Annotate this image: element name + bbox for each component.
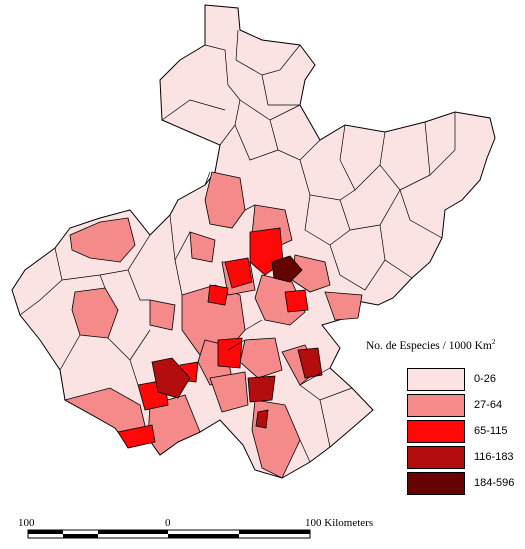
scale-label-right: 100 Kilometers: [305, 517, 374, 529]
legend-label: 65-115: [474, 425, 508, 437]
scale-label-middle: 0: [165, 517, 171, 529]
legend-item-27-64: 27-64: [407, 394, 502, 417]
municipal-boundaries: [19, 29, 456, 463]
legend-title-text: No. de Especies / 1000 Km: [366, 339, 492, 352]
legend-item-65-115: 65-115: [407, 420, 507, 443]
legend-label: 0-26: [474, 373, 497, 385]
scale-label-left: 100: [18, 517, 35, 529]
legend: No. de Especies / 1000 Km2 0-26 27-64 65…: [366, 338, 522, 495]
legend-items: 0-26 27-64 65-115 116-183 184-596: [407, 368, 514, 498]
regions-184-596: [271, 255, 303, 283]
regions-27-64: [63, 171, 363, 479]
legend-title-superscript: 2: [491, 338, 496, 346]
legend-item-184-596: 184-596: [407, 472, 514, 495]
regions-116-183: [151, 347, 323, 429]
legend-item-0-26: 0-26: [407, 368, 496, 391]
legend-title: No. de Especies / 1000 Km2: [366, 338, 522, 352]
legend-label: 184-596: [474, 477, 515, 489]
legend-label: 27-64: [474, 399, 503, 411]
legend-item-116-183: 116-183: [407, 446, 514, 469]
legend-label: 116-183: [474, 451, 514, 463]
